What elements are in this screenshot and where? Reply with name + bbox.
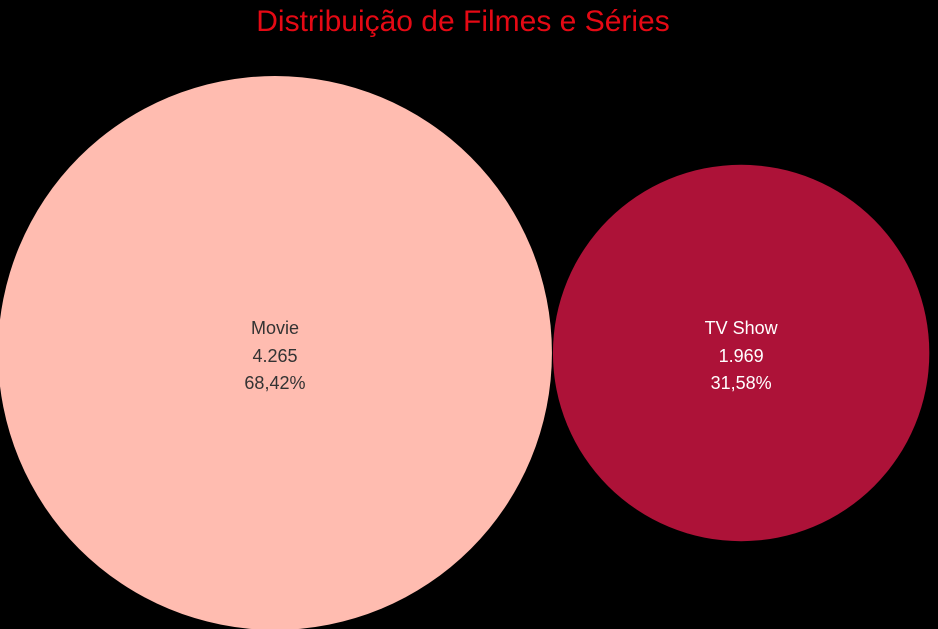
share-label: 68,42% bbox=[244, 373, 305, 393]
bubble-label: Movie bbox=[251, 318, 299, 338]
value-label: 1.969 bbox=[719, 346, 764, 366]
bubble-label: TV Show bbox=[705, 318, 779, 338]
bubble bbox=[552, 164, 930, 542]
value-label: 4.265 bbox=[252, 346, 297, 366]
bubble bbox=[0, 76, 552, 629]
chart-title: Distribuição de Filmes e Séries bbox=[256, 5, 669, 38]
share-label: 31,58% bbox=[711, 373, 772, 393]
